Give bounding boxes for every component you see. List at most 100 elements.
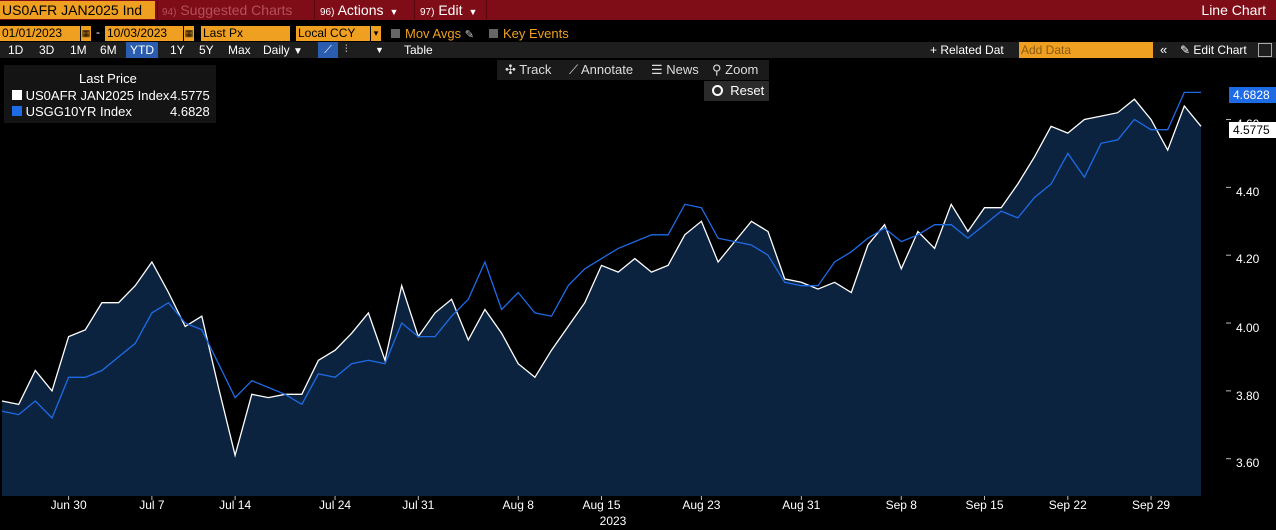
zoom-label: Zoom [725, 62, 759, 77]
checkbox[interactable] [391, 29, 400, 38]
divider [157, 0, 158, 20]
x-tick-label: Jun 30 [50, 498, 87, 512]
menu-label: Edit [438, 2, 463, 18]
calendar-icon[interactable]: ▦ [81, 26, 91, 41]
magnifier-icon: ⚲ [712, 62, 722, 77]
legend-swatch [12, 106, 22, 116]
news-icon: ☰ [651, 62, 663, 77]
line-chart-icon[interactable]: ⟋ [318, 42, 338, 58]
legend-item-us0afr: US0AFR JAN2025 Index [12, 88, 169, 103]
calendar-icon[interactable]: ▦ [184, 26, 194, 41]
annotate-label: Annotate [581, 62, 634, 77]
x-tick-label: Jul 7 [139, 498, 165, 512]
mov-avgs-toggle[interactable]: Mov Avgs ✎ [391, 26, 474, 43]
reset-icon [712, 85, 723, 96]
legend-title: Last Price [79, 71, 137, 86]
checkbox[interactable] [489, 29, 498, 38]
last-value-tag-usgg10yr: 4.6828 [1229, 87, 1276, 103]
period-1m[interactable]: 1M [70, 43, 87, 57]
news-label: News [666, 62, 699, 77]
actions-menu[interactable]: 96) Actions ▼ [320, 0, 398, 20]
news-tool[interactable]: ☰ News [651, 60, 699, 80]
y-tick-label: 4.00 [1236, 321, 1260, 335]
track-tool[interactable]: ✣ Track [505, 60, 551, 80]
menu-number: 96) [320, 7, 335, 18]
edit-chart-button[interactable]: ✎ Edit Chart [1180, 42, 1247, 58]
add-data-input[interactable]: Add Data [1019, 42, 1153, 58]
mov-avgs-label: Mov Avgs [405, 26, 462, 41]
table-button[interactable]: Table [404, 43, 433, 57]
annotate-tool[interactable]: ⟋ Annotate [569, 60, 633, 80]
top-bar [0, 0, 1276, 20]
bar-chart-icon[interactable]: ⫶ [345, 44, 348, 55]
x-tick-label: Sep 22 [1048, 498, 1087, 512]
x-tick-label: Aug 23 [682, 498, 721, 512]
frequency-label: Daily [263, 43, 290, 57]
period-max[interactable]: Max [228, 43, 251, 57]
ticker-input[interactable]: US0AFR JAN2025 Ind [0, 1, 155, 19]
x-tick-label: Sep 8 [885, 498, 917, 512]
divider [414, 0, 415, 20]
date-separator: - [96, 25, 100, 39]
zoom-tool[interactable]: ⚲ Zoom [712, 60, 758, 80]
legend [4, 65, 216, 123]
key-events-toggle[interactable]: Key Events [489, 26, 569, 41]
edit-chart-label: Edit Chart [1193, 43, 1247, 57]
start-date-field[interactable]: 01/01/2023 [0, 26, 80, 41]
dropdown-arrow-icon: ▼ [468, 7, 478, 17]
series-line-usgg10yr [1, 91, 1201, 420]
period-5y[interactable]: 5Y [199, 43, 214, 57]
y-tick-label: 4.20 [1236, 252, 1260, 266]
menu-label: Suggested Charts [180, 2, 293, 18]
reset-label: Reset [730, 83, 765, 98]
dropdown-arrow-icon: ▼ [293, 46, 303, 57]
series-line-us0afr [1, 98, 1202, 458]
x-tick-label: Jul 14 [219, 498, 252, 512]
pencil-icon[interactable]: ✎ [464, 29, 474, 41]
y-tick-label: 4.40 [1236, 185, 1260, 199]
x-tick-label: Jul 31 [402, 498, 435, 512]
dropdown-arrow-icon: ▼ [389, 7, 399, 17]
pencil-icon: ✎ [1180, 43, 1191, 57]
window-toggle-icon[interactable] [1258, 43, 1272, 57]
legend-item-usgg10yr: USGG10YR Index [12, 104, 132, 119]
legend-series-name: US0AFR JAN2025 Index [25, 88, 170, 103]
annotate-icon: ⟋ [569, 62, 579, 77]
edit-menu[interactable]: 97) Edit ▼ [420, 0, 477, 20]
period-3d[interactable]: 3D [39, 43, 55, 57]
chevron-down-icon[interactable]: ▼ [375, 45, 384, 55]
reset-label-wrap: Reset [712, 81, 764, 101]
suggested-charts-menu[interactable]: 94) Suggested Charts [162, 0, 292, 20]
x-axis-year: 2023 [599, 514, 627, 528]
menu-label: Actions [337, 2, 384, 18]
related-data-button[interactable]: + Related Dat [930, 43, 1004, 57]
period-1d[interactable]: 1D [8, 43, 24, 57]
period-ytd[interactable]: YTD [126, 42, 158, 58]
period-6m[interactable]: 6M [100, 43, 117, 57]
field-selector[interactable]: Last Px [201, 26, 290, 41]
y-tick-label: 3.80 [1236, 389, 1260, 403]
menu-number: 94) [162, 7, 177, 18]
area-fill [2, 99, 1201, 496]
legend-value: 4.6828 [170, 104, 210, 119]
y-tick-label: 3.60 [1236, 456, 1260, 470]
last-value-tag-us0afr: 4.5775 [1229, 122, 1276, 138]
collapse-icon[interactable]: « [1160, 42, 1168, 57]
page-title: Line Chart [1201, 2, 1266, 18]
period-1y[interactable]: 1Y [170, 43, 185, 57]
x-tick-label: Sep 15 [965, 498, 1004, 512]
currency-selector[interactable]: Local CCY [296, 26, 370, 41]
chevron-down-icon[interactable]: ▾ [371, 26, 381, 41]
x-tick-label: Aug 15 [582, 498, 621, 512]
track-label: Track [519, 62, 552, 77]
legend-value: 4.5775 [170, 88, 210, 103]
end-date-field[interactable]: 10/03/2023 [105, 26, 183, 41]
divider [314, 0, 315, 20]
divider [486, 0, 487, 20]
x-tick-label: Jul 24 [319, 498, 352, 512]
frequency-selector[interactable]: Daily ▼ [263, 42, 303, 58]
x-tick-label: Aug 31 [782, 498, 821, 512]
menu-number: 97) [420, 7, 435, 18]
legend-series-name: USGG10YR Index [25, 104, 132, 119]
x-tick-label: Sep 29 [1132, 498, 1171, 512]
